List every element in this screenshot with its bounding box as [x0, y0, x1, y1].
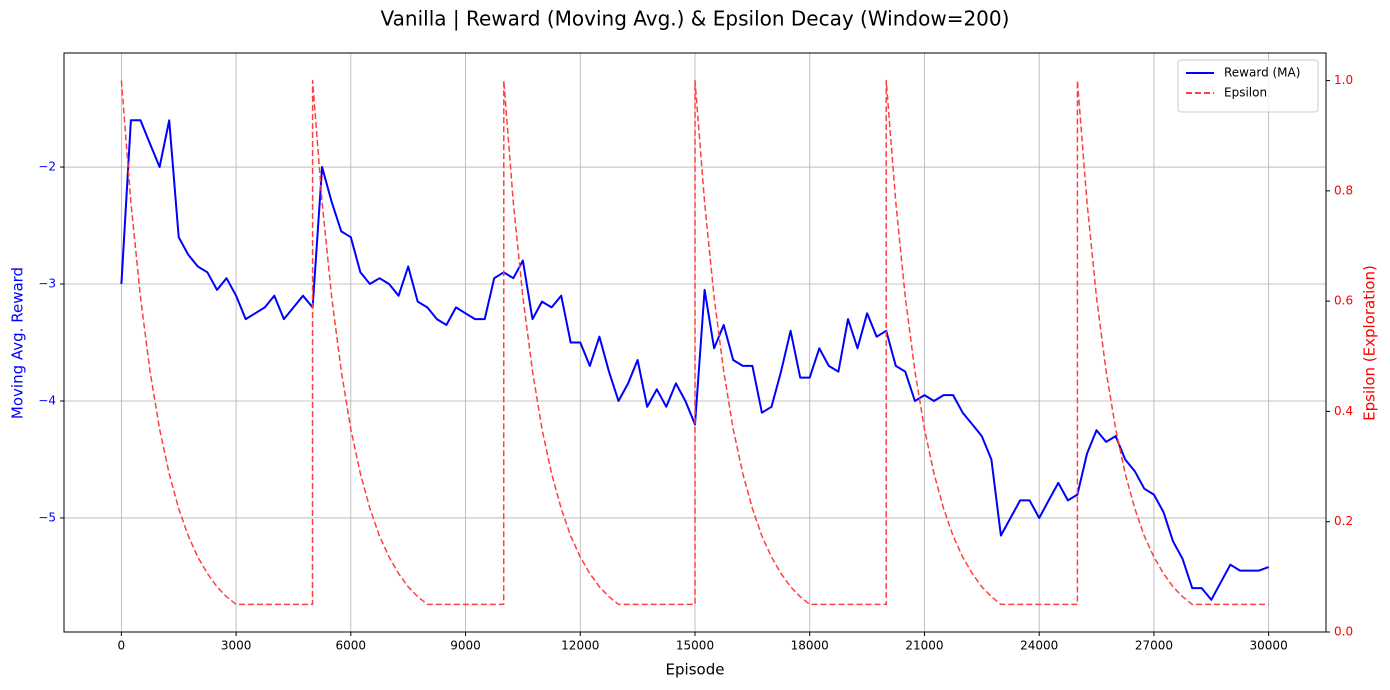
x-tick-label: 9000 — [450, 639, 481, 653]
x-tick-label: 0 — [118, 639, 126, 653]
y-tick-label: −5 — [38, 510, 56, 524]
series-line — [120, 79, 1269, 606]
x-tick-label: 3000 — [221, 639, 252, 653]
x-tick-label: 24000 — [1020, 639, 1058, 653]
x-tick-label: 30000 — [1250, 639, 1288, 653]
legend-label: Reward (MA) — [1224, 66, 1300, 80]
y-tick-label: −2 — [38, 160, 56, 174]
legend-label: Epsilon — [1224, 86, 1267, 100]
x-axis-label: Episode — [666, 661, 725, 679]
x-tick-label: 6000 — [336, 639, 367, 653]
y2-tick-label: 0.0 — [1334, 625, 1353, 639]
plot-frame — [63, 52, 1327, 633]
y2-tick-label: 0.8 — [1334, 183, 1353, 197]
x-tick-label: 12000 — [561, 639, 599, 653]
y-tick-label: −3 — [38, 277, 56, 291]
y2-tick-label: 1.0 — [1334, 73, 1353, 87]
y2-axis-label: Epsilon (Exploration) — [1361, 265, 1379, 421]
x-tick-label: 27000 — [1135, 639, 1173, 653]
y-axis-label: Moving Avg. Reward — [9, 267, 27, 419]
x-tick-label: 21000 — [905, 639, 943, 653]
y2-tick-label: 0.6 — [1334, 294, 1353, 308]
y-tick-label: −4 — [38, 393, 56, 407]
y2-tick-label: 0.4 — [1334, 404, 1353, 418]
y2-tick-label: 0.2 — [1334, 514, 1353, 528]
chart-title: Vanilla | Reward (Moving Avg.) & Epsilon… — [381, 7, 1010, 31]
x-tick-label: 18000 — [791, 639, 829, 653]
x-tick-label: 15000 — [676, 639, 714, 653]
